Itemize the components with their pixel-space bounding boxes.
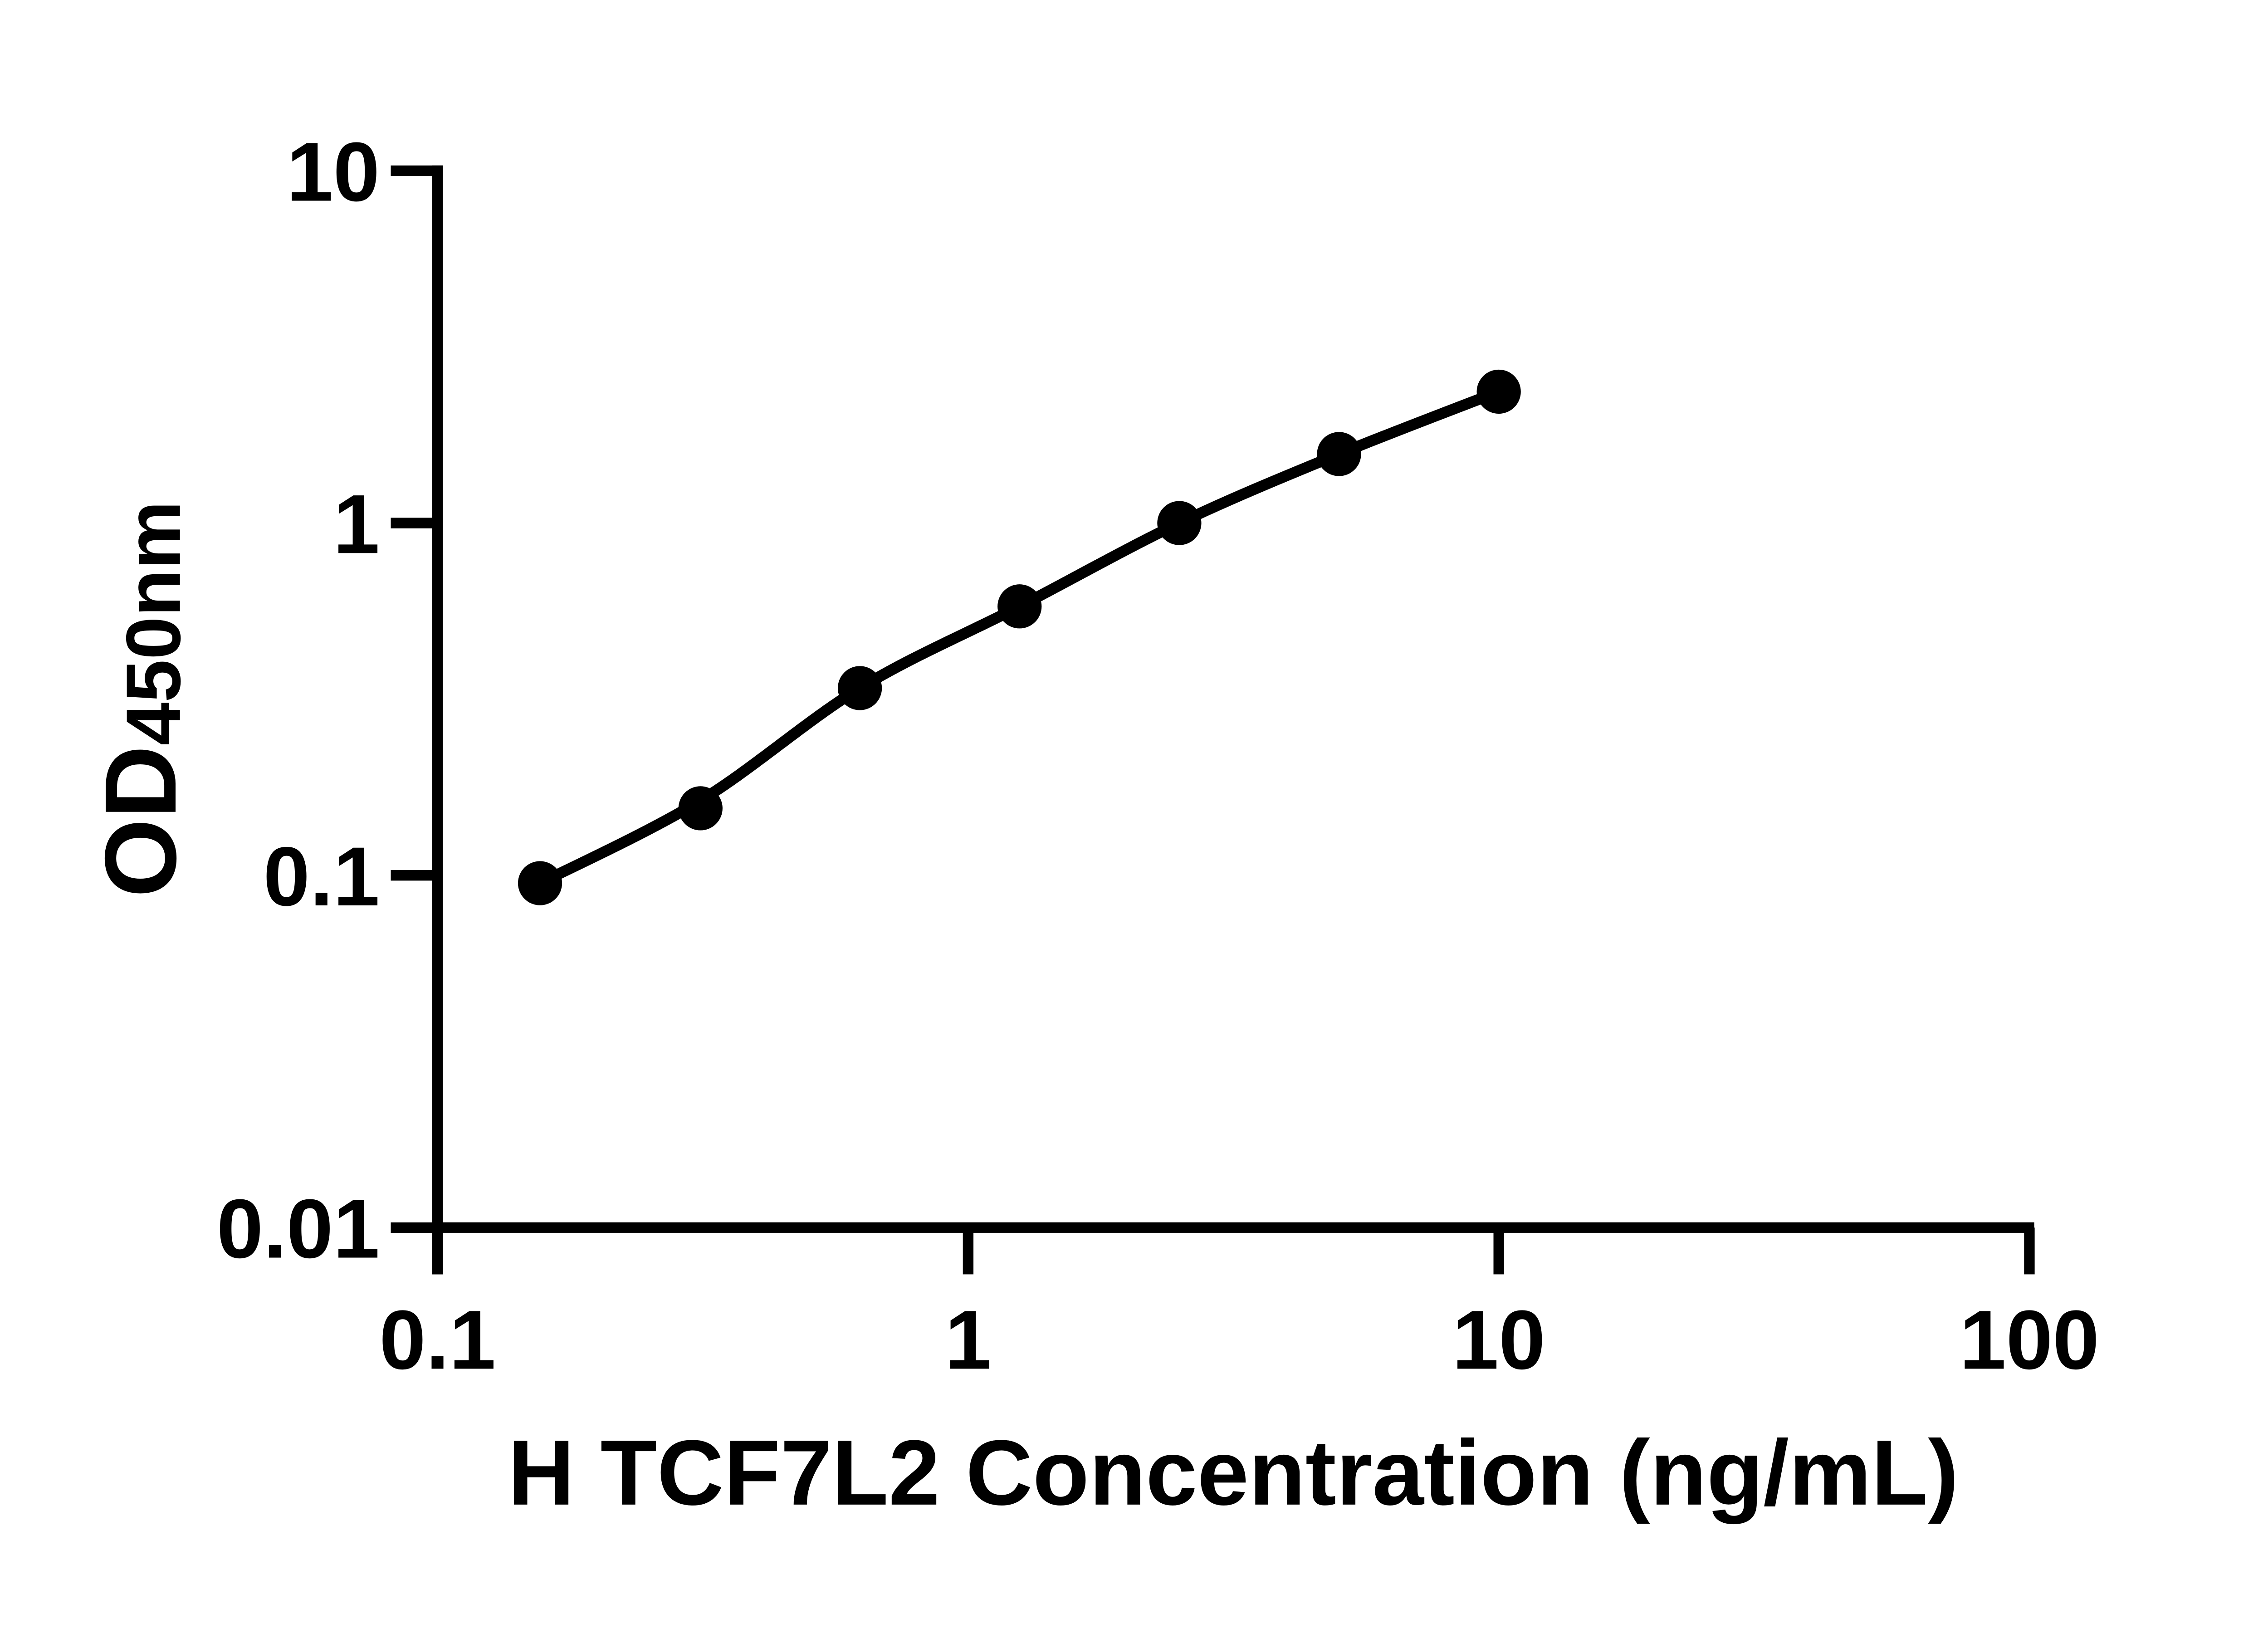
data-point <box>1317 432 1361 476</box>
data-point <box>1476 369 1521 414</box>
y-tick-label: 0.01 <box>217 1182 380 1276</box>
y-axis-title-main: OD <box>84 745 197 897</box>
x-tick-label: 0.1 <box>379 1293 496 1387</box>
data-point <box>837 666 882 710</box>
y-axis-title-subscript: 450nm <box>111 501 197 745</box>
x-tick-label: 10 <box>1452 1293 1545 1387</box>
data-point <box>678 786 723 831</box>
data-point <box>997 584 1042 629</box>
data-point <box>518 861 562 905</box>
x-axis-title: H TCF7L2 Concentration (ng/mL) <box>508 1421 1959 1525</box>
data-point <box>1157 501 1202 545</box>
x-tick-label: 100 <box>1960 1293 2099 1387</box>
y-tick-label: 10 <box>287 126 380 219</box>
y-axis-title: OD450nm <box>84 501 197 898</box>
y-tick-label: 0.1 <box>263 830 380 924</box>
x-tick-label: 1 <box>945 1293 992 1387</box>
y-tick-label: 1 <box>333 478 380 571</box>
